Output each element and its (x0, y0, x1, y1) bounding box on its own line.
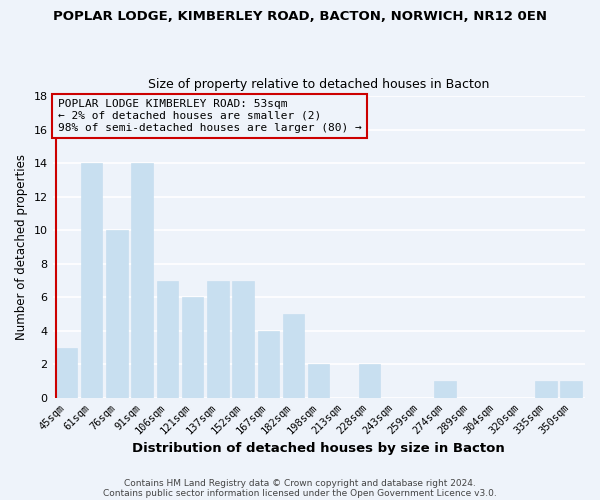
Bar (283, 314, 304, 398)
Bar (157, 280, 178, 398)
X-axis label: Distribution of detached houses by size in Bacton: Distribution of detached houses by size … (133, 442, 505, 455)
Bar (560, 381, 582, 398)
Bar (434, 381, 455, 398)
Bar (257, 331, 279, 398)
Text: POPLAR LODGE KIMBERLEY ROAD: 53sqm
← 2% of detached houses are smaller (2)
98% o: POPLAR LODGE KIMBERLEY ROAD: 53sqm ← 2% … (58, 100, 362, 132)
Bar (232, 280, 254, 398)
Bar (81, 164, 103, 398)
Bar (106, 230, 128, 398)
Y-axis label: Number of detached properties: Number of detached properties (15, 154, 28, 340)
Bar (359, 364, 380, 398)
Bar (56, 348, 77, 398)
Title: Size of property relative to detached houses in Bacton: Size of property relative to detached ho… (148, 78, 490, 91)
Text: Contains public sector information licensed under the Open Government Licence v3: Contains public sector information licen… (103, 488, 497, 498)
Bar (182, 298, 203, 398)
Bar (535, 381, 557, 398)
Bar (131, 164, 153, 398)
Text: Contains HM Land Registry data © Crown copyright and database right 2024.: Contains HM Land Registry data © Crown c… (124, 478, 476, 488)
Bar (308, 364, 329, 398)
Text: POPLAR LODGE, KIMBERLEY ROAD, BACTON, NORWICH, NR12 0EN: POPLAR LODGE, KIMBERLEY ROAD, BACTON, NO… (53, 10, 547, 23)
Bar (207, 280, 229, 398)
